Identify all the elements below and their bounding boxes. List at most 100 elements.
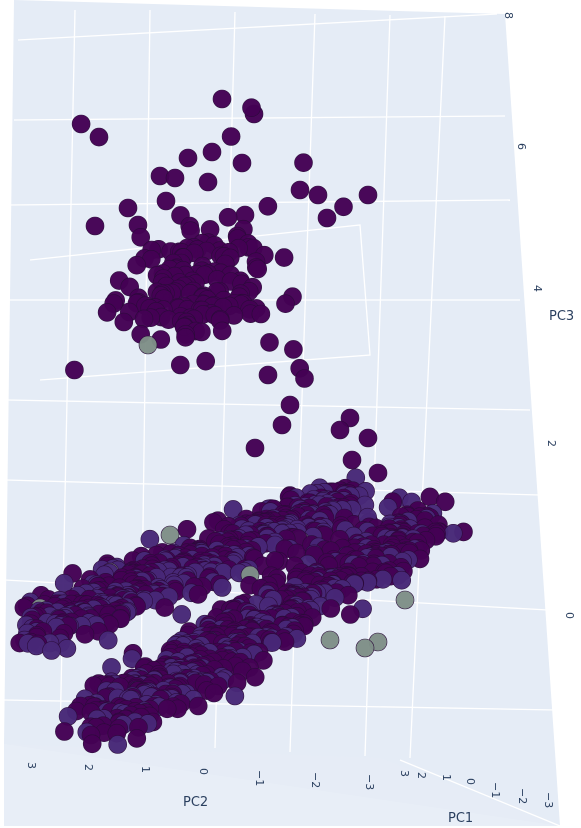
x-tick-label: 1	[440, 774, 453, 781]
back-wall	[4, 0, 560, 826]
z-tick-label: 4	[531, 285, 544, 292]
data-point	[98, 630, 118, 650]
data-point	[232, 153, 252, 173]
data-point	[260, 333, 279, 352]
data-point	[198, 172, 218, 192]
data-point	[392, 570, 412, 590]
data-point	[245, 438, 265, 458]
gridline	[6, 399, 531, 411]
data-point	[178, 148, 198, 168]
data-point	[202, 142, 222, 162]
data-point	[82, 734, 102, 754]
data-point	[192, 322, 211, 342]
x-tick-label: −2	[516, 788, 529, 804]
data-point	[258, 365, 278, 385]
data-point	[114, 312, 134, 332]
data-point	[321, 599, 341, 618]
gridline	[139, 9, 151, 746]
y-tick-label: −3	[363, 774, 376, 790]
data-point	[75, 624, 95, 644]
data-point	[89, 127, 109, 147]
data-point	[85, 216, 105, 236]
data-point	[138, 335, 158, 355]
data-point	[251, 304, 271, 324]
y-tick-label: 1	[139, 766, 152, 773]
data-point	[258, 197, 278, 216]
data-point	[177, 519, 197, 539]
data-point	[188, 585, 208, 604]
data-point	[342, 450, 362, 470]
gridline	[5, 479, 541, 496]
y-axis-title: PC2	[183, 795, 208, 810]
data-point	[340, 408, 360, 428]
data-point	[242, 98, 261, 117]
data-point	[274, 248, 294, 267]
data-point	[171, 355, 190, 375]
data-point	[218, 208, 238, 227]
data-point	[212, 578, 232, 597]
x-tick-label: −1	[489, 782, 502, 798]
data-point	[55, 722, 74, 741]
z-tick-label: 6	[515, 143, 528, 150]
y-tick-label: 3	[25, 762, 38, 769]
z-tick-label: 8	[502, 12, 515, 19]
data-point	[276, 294, 295, 314]
x-tick-label: 2	[415, 772, 428, 779]
data-point	[355, 638, 375, 658]
data-point	[157, 699, 177, 719]
y-tick-label: 2	[82, 764, 95, 771]
gridline	[409, 15, 446, 759]
data-point	[308, 185, 328, 205]
data-point	[176, 327, 195, 347]
x-tick-label: 0	[464, 778, 477, 785]
data-point	[320, 630, 340, 650]
data-point	[330, 420, 350, 440]
data-points	[10, 89, 473, 754]
data-point	[54, 573, 74, 593]
data-point	[245, 667, 265, 687]
data-point	[368, 463, 388, 483]
data-point	[284, 340, 303, 359]
data-point	[155, 598, 174, 617]
data-point	[317, 208, 337, 228]
data-point	[294, 153, 313, 172]
data-point	[42, 641, 61, 660]
data-point	[280, 395, 300, 415]
data-point	[134, 309, 154, 329]
data-point	[160, 525, 180, 545]
data-point	[358, 185, 378, 205]
data-point	[156, 191, 176, 211]
data-point	[295, 369, 314, 388]
data-point	[290, 180, 310, 200]
x-tick-label: −3	[542, 792, 555, 808]
data-point	[248, 259, 268, 279]
data-point	[57, 639, 77, 658]
data-point	[165, 168, 185, 188]
data-point	[127, 255, 146, 275]
data-point	[443, 523, 463, 543]
data-point	[262, 633, 282, 652]
data-point	[172, 605, 191, 624]
gridline	[364, 14, 391, 757]
gridline	[17, 13, 498, 41]
data-point	[435, 492, 455, 512]
data-point	[212, 321, 232, 341]
z-tick-label: 0	[563, 612, 576, 619]
data-point	[212, 89, 232, 109]
data-point	[71, 114, 91, 134]
data-point	[340, 605, 360, 624]
data-point	[65, 360, 84, 380]
data-point	[204, 683, 224, 703]
data-point	[196, 351, 215, 371]
z-tick-label: 2	[545, 440, 558, 447]
data-point	[97, 303, 117, 322]
data-point	[221, 127, 241, 146]
data-point	[118, 198, 138, 218]
data-point	[127, 729, 147, 748]
data-point	[131, 228, 150, 247]
data-point	[140, 529, 160, 549]
data-point	[395, 590, 415, 610]
z-axis-title: PC3	[549, 309, 574, 324]
